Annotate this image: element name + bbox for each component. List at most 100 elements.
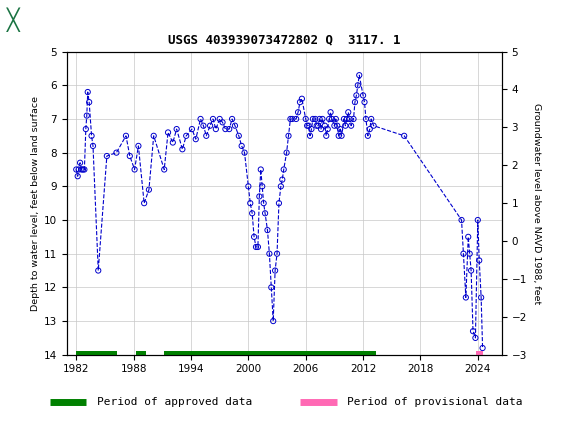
Bar xyxy=(136,351,146,359)
Point xyxy=(334,132,343,139)
Point xyxy=(316,126,325,132)
Point xyxy=(473,217,483,224)
Point xyxy=(360,99,369,106)
Point xyxy=(304,122,313,129)
Point xyxy=(457,217,466,224)
Point xyxy=(202,132,211,139)
Point xyxy=(230,122,240,129)
Point xyxy=(237,142,246,149)
Point xyxy=(164,129,173,136)
Point xyxy=(340,122,350,129)
Point xyxy=(71,166,81,173)
Point xyxy=(286,116,295,123)
Point xyxy=(459,250,468,257)
Point xyxy=(267,284,276,291)
Point xyxy=(140,200,149,207)
Point xyxy=(77,166,86,173)
Point xyxy=(256,166,266,173)
Point xyxy=(297,95,306,102)
Point xyxy=(125,153,135,160)
Point xyxy=(282,149,291,156)
Point xyxy=(279,166,288,173)
Point xyxy=(249,233,259,240)
Point xyxy=(144,186,154,193)
Point xyxy=(466,267,476,274)
Point xyxy=(293,109,303,116)
Point xyxy=(221,126,230,132)
Point xyxy=(259,200,269,207)
Point xyxy=(276,183,285,190)
Point xyxy=(224,126,234,132)
Point xyxy=(320,122,329,129)
Point xyxy=(263,227,272,233)
Point xyxy=(172,126,182,132)
Point xyxy=(245,200,255,207)
Point xyxy=(478,344,487,351)
Point xyxy=(227,116,237,123)
Point xyxy=(75,160,85,166)
Point xyxy=(332,122,342,129)
Point xyxy=(308,116,317,123)
Point xyxy=(469,328,478,335)
Point xyxy=(240,149,249,156)
Title: USGS 403939073472802 Q  3117. 1: USGS 403939073472802 Q 3117. 1 xyxy=(168,33,400,46)
Point xyxy=(339,116,349,123)
Point xyxy=(130,166,139,173)
Point xyxy=(149,132,158,139)
Point xyxy=(350,99,360,106)
Point xyxy=(292,116,301,123)
Point xyxy=(191,136,201,143)
Point xyxy=(345,116,354,123)
Point xyxy=(349,116,358,123)
Point xyxy=(477,294,486,301)
Bar xyxy=(5,3,57,37)
Point xyxy=(160,166,169,173)
Point xyxy=(324,116,334,123)
Point xyxy=(134,142,143,149)
Bar xyxy=(164,351,375,359)
Point xyxy=(273,250,282,257)
Point xyxy=(363,132,372,139)
Point xyxy=(351,92,361,99)
Point xyxy=(182,132,191,139)
Bar xyxy=(76,351,117,359)
Point xyxy=(331,116,340,123)
Point xyxy=(354,72,364,79)
Point xyxy=(82,112,92,119)
Point xyxy=(196,116,205,123)
Point xyxy=(367,116,376,123)
Point xyxy=(327,116,336,123)
Point xyxy=(358,92,368,99)
Point xyxy=(465,250,474,257)
Point xyxy=(471,335,480,341)
Point xyxy=(301,116,310,123)
Point xyxy=(361,116,371,123)
Point xyxy=(168,139,177,146)
Point xyxy=(342,116,351,123)
Text: USGS: USGS xyxy=(39,12,76,28)
Point xyxy=(177,146,187,153)
Point xyxy=(295,99,305,106)
Point xyxy=(369,122,378,129)
Point xyxy=(93,267,103,274)
Point xyxy=(343,109,353,116)
Point xyxy=(74,166,84,173)
Point xyxy=(251,243,260,250)
Point xyxy=(278,176,287,183)
Point xyxy=(288,116,297,123)
Point xyxy=(314,122,323,129)
Text: Period of approved data: Period of approved data xyxy=(97,397,252,407)
Point xyxy=(461,294,470,301)
Point xyxy=(244,183,253,190)
Point xyxy=(335,126,345,132)
Point xyxy=(274,200,284,207)
Point xyxy=(208,116,218,123)
Y-axis label: Groundwater level above NAVD 1988, feet: Groundwater level above NAVD 1988, feet xyxy=(532,102,541,304)
Point xyxy=(205,122,215,129)
Point xyxy=(112,149,121,156)
Point xyxy=(311,116,320,123)
Point xyxy=(102,153,111,160)
Text: ╳: ╳ xyxy=(7,8,20,32)
Point xyxy=(253,243,263,250)
Point xyxy=(337,132,346,139)
